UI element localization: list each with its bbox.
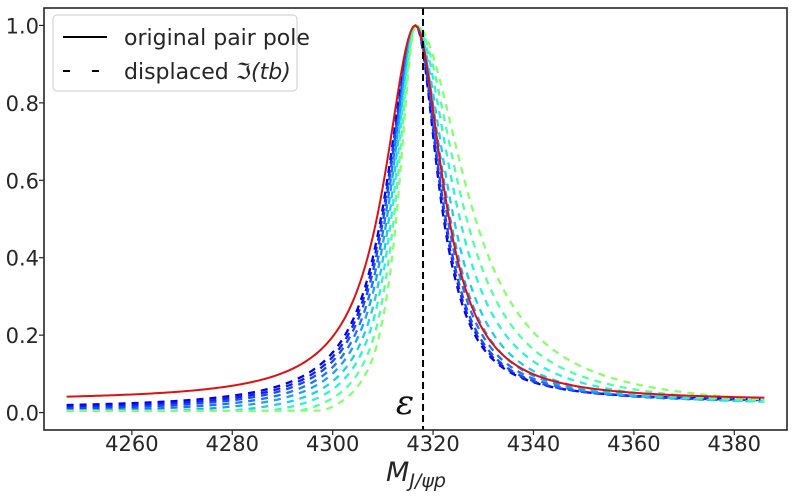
legend-box	[52, 14, 298, 92]
axis-ticks: 4260 4280 4300 4320 4340 4360 4380 0.0 0.2 0.4 0.6…	[6, 14, 761, 456]
legend-label-displaced-text: displaced	[124, 60, 236, 85]
y-tick-label: 0.2	[6, 324, 39, 348]
legend-label-displaced: displaced ℑ(tb)	[124, 60, 291, 85]
legend: original pair pole displaced ℑ(tb)	[52, 14, 310, 92]
plot-area	[66, 8, 765, 430]
displaced-curve-8	[66, 24, 765, 412]
y-tick-label: 0.8	[6, 92, 39, 116]
legend-label-displaced-math: ℑ(tb)	[236, 60, 291, 85]
y-tick-label: 0.4	[6, 247, 39, 271]
threshold-label: ε	[396, 383, 414, 423]
y-tick-label: 0.6	[6, 169, 39, 193]
x-axis-label-subscript: J/ψp	[405, 470, 446, 492]
x-tick-label: 4360	[607, 432, 660, 456]
original-curve	[66, 24, 765, 399]
y-tick-label: 0.0	[6, 402, 39, 426]
x-tick-label: 4280	[206, 432, 259, 456]
x-tick-label: 4380	[708, 432, 761, 456]
legend-label-original: original pair pole	[124, 26, 310, 51]
y-tick-label: 1.0	[6, 14, 39, 38]
axes-frame	[43, 7, 788, 431]
x-tick-label: 4340	[507, 432, 560, 456]
x-tick-label: 4320	[406, 432, 459, 456]
x-tick-label: 4260	[105, 432, 158, 456]
x-tick-label: 4300	[306, 432, 359, 456]
x-axis-label-main: M	[386, 457, 409, 488]
x-axis-label: MJ/ψp	[386, 457, 446, 492]
